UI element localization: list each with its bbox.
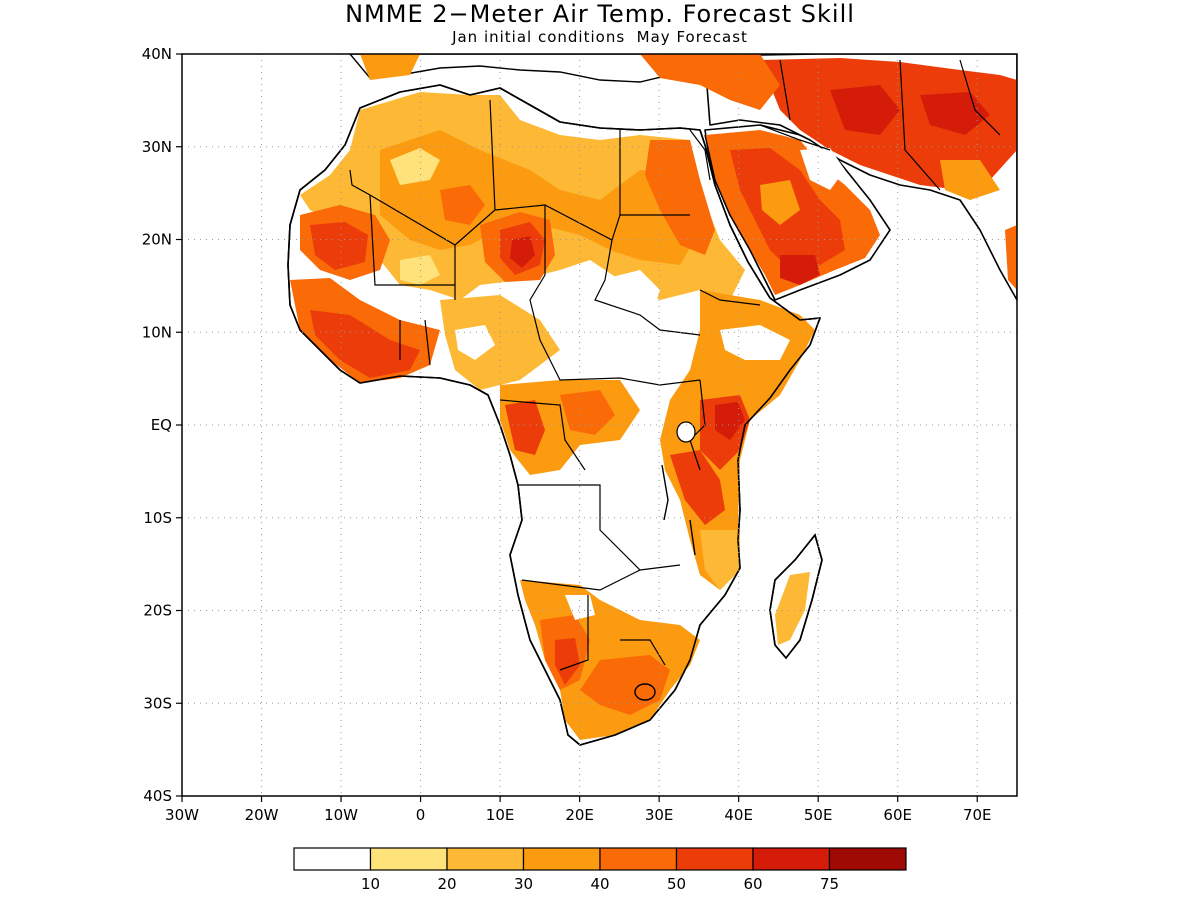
y-tick-label: 30N bbox=[142, 138, 172, 156]
colorbar-swatch bbox=[369, 847, 448, 871]
y-tick-label: 10N bbox=[142, 323, 172, 341]
y-tick-label: 40S bbox=[143, 787, 172, 805]
lake-tanganyika bbox=[661, 464, 669, 521]
x-tick-label: 0 bbox=[416, 806, 426, 824]
skill-patches bbox=[290, 54, 1017, 740]
colorbar: 10 20 30 40 50 60 75 bbox=[293, 847, 907, 893]
colorbar-label: 50 bbox=[667, 875, 686, 893]
y-tick-label: 40N bbox=[142, 45, 172, 63]
x-tick-label: 30E bbox=[645, 806, 674, 824]
x-tick-label: 70E bbox=[963, 806, 992, 824]
colorbar-swatch bbox=[675, 847, 754, 871]
lesotho bbox=[634, 683, 656, 701]
colorbar-swatch bbox=[522, 847, 601, 871]
lake-victoria bbox=[676, 421, 696, 443]
country-borders bbox=[349, 59, 1001, 671]
colorbar-label: 75 bbox=[820, 875, 839, 893]
colorbar-label: 40 bbox=[590, 875, 609, 893]
red-sea-coast bbox=[704, 134, 776, 301]
colorbar-label: 60 bbox=[743, 875, 762, 893]
colorbar-swatch bbox=[599, 847, 678, 871]
map-title: NMME 2−Meter Air Temp. Forecast Skill bbox=[345, 0, 855, 28]
colorbar-swatch bbox=[446, 847, 525, 871]
x-tick-label: 50E bbox=[804, 806, 833, 824]
y-tick-label: 20N bbox=[142, 231, 172, 249]
x-tick-label: 20E bbox=[565, 806, 594, 824]
colorbar-swatch bbox=[828, 847, 907, 871]
lat-lon-grid bbox=[182, 54, 1017, 796]
colorbar-swatch bbox=[293, 847, 372, 871]
lake-malawi bbox=[689, 519, 696, 556]
africa-coastline bbox=[287, 84, 821, 746]
madagascar-coast bbox=[769, 533, 823, 660]
y-tick-label: EQ bbox=[151, 416, 172, 434]
map-subtitle: Jan initial conditions May Forecast bbox=[452, 28, 748, 46]
x-tick-label: 40E bbox=[724, 806, 753, 824]
y-tick-label: 30S bbox=[143, 694, 172, 712]
colorbar-label: 10 bbox=[361, 875, 380, 893]
x-tick-label: 10W bbox=[324, 806, 358, 824]
skill-field bbox=[287, 54, 1017, 746]
x-tick-label: 30W bbox=[165, 806, 199, 824]
colorbar-label: 20 bbox=[437, 875, 456, 893]
x-tick-label: 60E bbox=[883, 806, 912, 824]
y-tick-label: 10S bbox=[143, 509, 172, 527]
axis-ticks: 30W 20W 10W 0 10E 20E 30E 40E 50E 60E 70E 40N 30N 20N… bbox=[142, 45, 992, 824]
colorbar-label: 30 bbox=[514, 875, 533, 893]
x-tick-label: 10E bbox=[486, 806, 515, 824]
y-tick-label: 20S bbox=[143, 602, 172, 620]
x-tick-label: 20W bbox=[245, 806, 279, 824]
colorbar-swatch bbox=[752, 847, 831, 871]
